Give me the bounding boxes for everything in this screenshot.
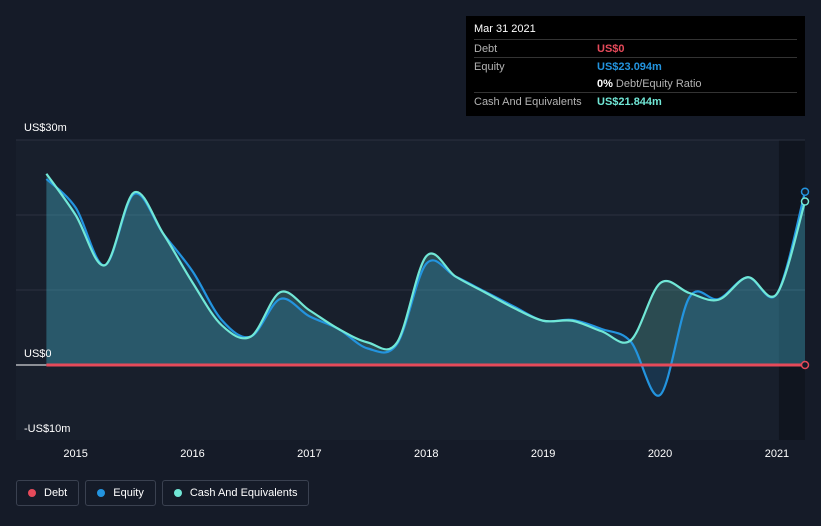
debt-dot-icon (28, 489, 36, 497)
x-tick-label-2018: 2018 (414, 448, 438, 460)
cash-area (46, 173, 805, 365)
legend-item-debt[interactable]: Debt (16, 480, 80, 506)
equity-area (46, 179, 805, 396)
tooltip-row-cash: Cash And Equivalents US$21.844m (474, 92, 797, 110)
tooltip-row-debt: Debt US$0 (474, 39, 797, 57)
y-tick-label-zero: US$0 (24, 348, 52, 360)
cash-and-equivalents-end-marker (800, 197, 810, 206)
x-tick-label-2021: 2021 (765, 448, 789, 460)
x-axis-labels: 2015 2016 2017 2018 2019 2020 2021 (63, 448, 789, 460)
series-lines (45, 173, 807, 397)
debt-end-marker (800, 360, 810, 370)
x-tick-label-2015: 2015 (63, 448, 87, 460)
tooltip-cash-label: Cash And Equivalents (474, 95, 582, 108)
y-tick-label-bottom: -US$10m (24, 423, 70, 435)
series-end-markers (800, 187, 810, 370)
tooltip-equity-value: US$23.094m (597, 60, 662, 73)
tooltip-date: Mar 31 2021 (474, 23, 536, 35)
area-fills (46, 173, 805, 396)
legend-equity-label: Equity (113, 487, 144, 499)
tooltip-panel: Mar 31 2021 Debt US$0 Equity US$23.094m … (466, 16, 805, 116)
y-axis-labels: US$30m US$0 -US$10m (24, 122, 70, 435)
x-tick-label-2020: 2020 (648, 448, 672, 460)
legend: Debt Equity Cash And Equivalents (16, 480, 315, 506)
cash-line (45, 173, 807, 351)
tooltip-row-equity: Equity US$23.094m (474, 57, 797, 75)
tooltip-debt-label: Debt (474, 42, 498, 55)
x-tick-label-2019: 2019 (531, 448, 555, 460)
tooltip-ratio-value: 0% (597, 77, 613, 90)
tooltip-ratio-label: Debt/Equity Ratio (615, 77, 702, 90)
y-tick-label-top: US$30m (24, 122, 67, 134)
equity-end-marker (800, 187, 810, 196)
x-tick-label-2017: 2017 (297, 448, 321, 460)
tooltip-debt-value: US$0 (597, 42, 625, 55)
legend-item-equity[interactable]: Equity (85, 480, 156, 506)
tooltip-equity-label: Equity (474, 60, 505, 73)
gridlines (16, 139, 805, 440)
legend-cash-label: Cash And Equivalents (189, 487, 298, 499)
x-tick-label-2016: 2016 (180, 448, 204, 460)
tooltip-row-ratio: 0% Debt/Equity Ratio (474, 75, 797, 92)
legend-item-cash[interactable]: Cash And Equivalents (161, 480, 310, 506)
legend-debt-label: Debt (44, 487, 68, 499)
equity-dot-icon (97, 489, 106, 497)
tooltip-cash-value: US$21.844m (597, 95, 662, 108)
cash-dot-icon (173, 489, 182, 497)
